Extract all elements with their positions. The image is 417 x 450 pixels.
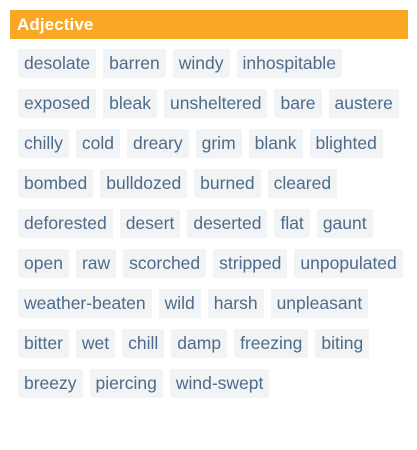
word-tag[interactable]: damp: [171, 329, 228, 358]
word-tag[interactable]: burned: [194, 169, 261, 198]
word-tag[interactable]: wind-swept: [169, 369, 270, 398]
word-tag[interactable]: piercing: [89, 369, 163, 398]
word-tag[interactable]: deforested: [18, 209, 113, 238]
word-tag[interactable]: austere: [328, 89, 399, 118]
word-tag[interactable]: unpleasant: [270, 289, 369, 318]
word-tag[interactable]: weather-beaten: [18, 289, 152, 318]
word-tag[interactable]: stripped: [213, 249, 288, 278]
word-tag[interactable]: cold: [75, 129, 121, 158]
word-tag-list: desolate barren windy inhospitable exposed bl…: [10, 39, 410, 398]
word-tag[interactable]: bleak: [103, 89, 158, 118]
word-tag[interactable]: open: [18, 249, 69, 278]
word-tag[interactable]: desert: [119, 209, 181, 238]
word-tag[interactable]: flat: [274, 209, 310, 238]
word-tag[interactable]: cleared: [267, 169, 338, 198]
word-tag[interactable]: wet: [75, 329, 116, 358]
word-tag[interactable]: raw: [75, 249, 117, 278]
word-tag[interactable]: exposed: [18, 89, 97, 118]
word-tag[interactable]: biting: [315, 329, 370, 358]
word-tag[interactable]: chilly: [18, 129, 69, 158]
word-tag[interactable]: breezy: [18, 369, 83, 398]
word-tag[interactable]: unsheltered: [164, 89, 268, 118]
word-tag[interactable]: bombed: [18, 169, 94, 198]
word-tag[interactable]: scorched: [123, 249, 207, 278]
section-header: Adjective: [10, 10, 408, 39]
word-tag[interactable]: bare: [274, 89, 322, 118]
word-tag[interactable]: deserted: [187, 209, 268, 238]
word-tag[interactable]: chill: [122, 329, 165, 358]
word-tag[interactable]: freezing: [234, 329, 309, 358]
word-tag[interactable]: desolate: [18, 49, 97, 78]
word-tag[interactable]: blank: [248, 129, 303, 158]
word-tag[interactable]: grim: [195, 129, 242, 158]
adjective-panel: Adjective desolate barren windy inhospitabl…: [10, 10, 408, 446]
word-tag[interactable]: gaunt: [316, 209, 373, 238]
word-tag[interactable]: inhospitable: [236, 49, 342, 78]
word-tag[interactable]: unpopulated: [294, 249, 403, 278]
word-tag[interactable]: wild: [158, 289, 201, 318]
word-tag[interactable]: windy: [172, 49, 230, 78]
word-tag[interactable]: harsh: [207, 289, 264, 318]
word-tag[interactable]: dreary: [127, 129, 189, 158]
word-tag[interactable]: barren: [103, 49, 166, 78]
word-tag[interactable]: bulldozed: [100, 169, 188, 198]
section-title: Adjective: [17, 14, 94, 34]
word-tag[interactable]: blighted: [309, 129, 383, 158]
word-tag[interactable]: bitter: [18, 329, 69, 358]
